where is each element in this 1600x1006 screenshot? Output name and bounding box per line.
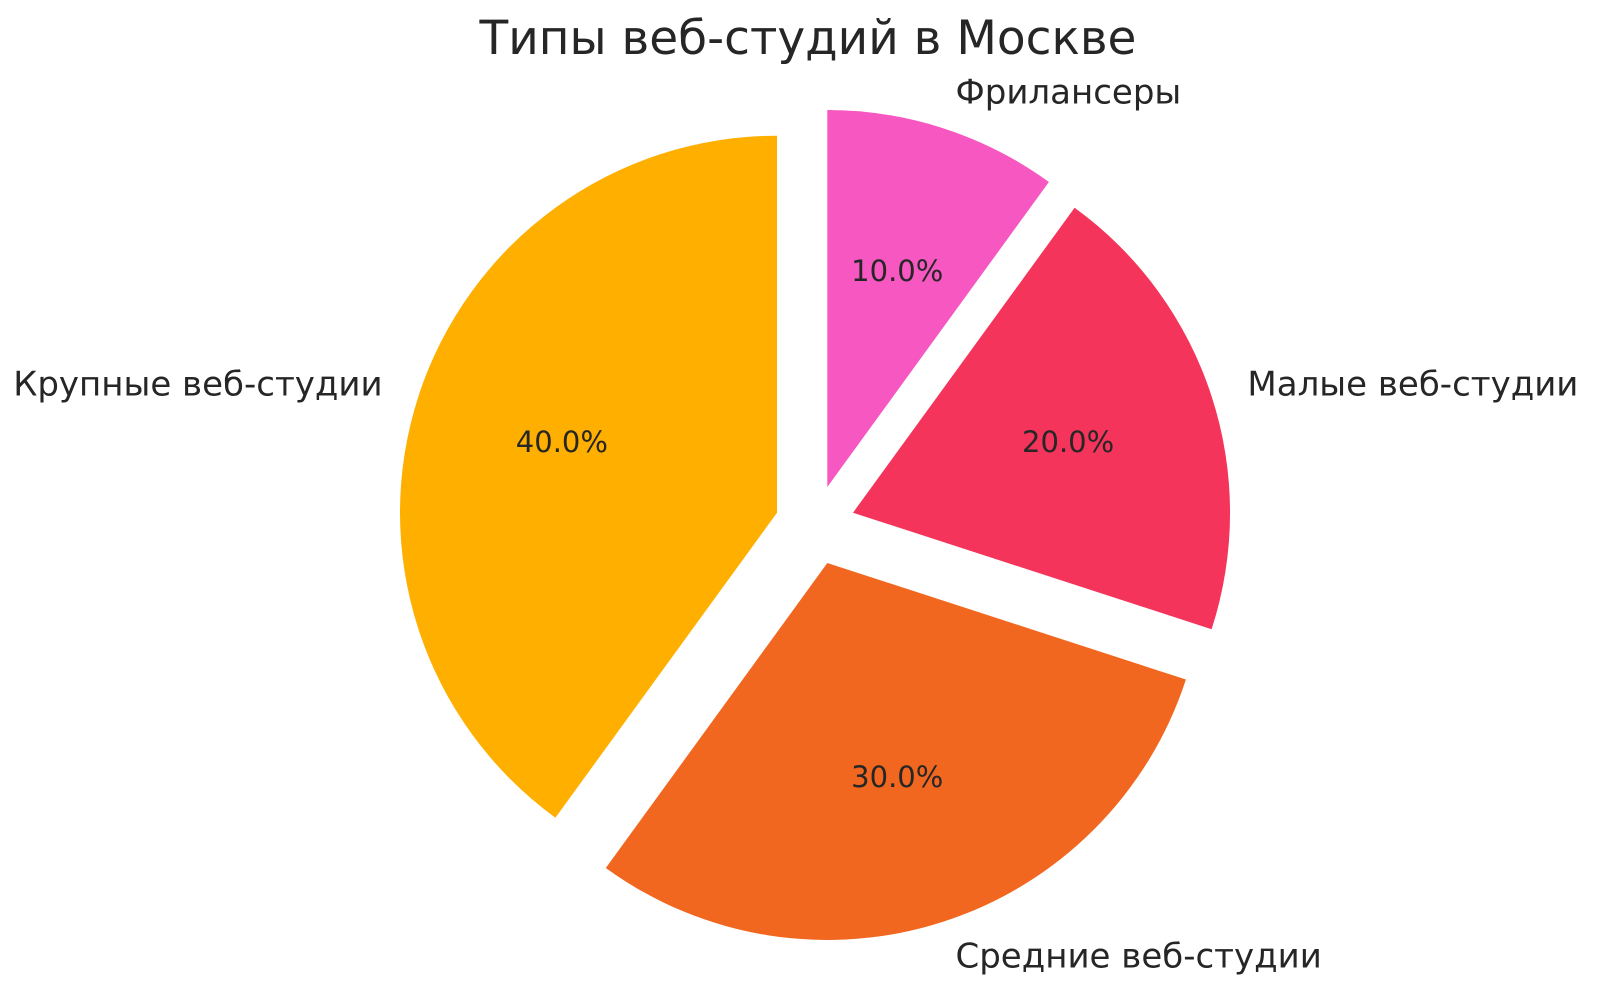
slice-label-large-studios: Крупные веб-студии: [13, 363, 383, 404]
pie-slice-3: [399, 135, 777, 818]
slice-label-freelancers: Фрилансеры: [955, 71, 1182, 112]
slice-pct-small-studios: 20.0%: [1022, 424, 1115, 459]
pie-slice-2: [605, 563, 1186, 940]
pie-slice-0: [827, 109, 1049, 487]
slice-label-medium-studios: Средние веб-студии: [955, 936, 1322, 977]
chart-title: Типы веб-студий в Москве: [479, 11, 1137, 66]
slice-pct-freelancers: 10.0%: [851, 253, 944, 288]
slice-pct-medium-studios: 30.0%: [851, 760, 944, 795]
slice-label-small-studios: Малые веб-студии: [1247, 363, 1579, 404]
slice-pct-large-studios: 40.0%: [515, 424, 608, 459]
pie-slice-1: [853, 207, 1231, 630]
